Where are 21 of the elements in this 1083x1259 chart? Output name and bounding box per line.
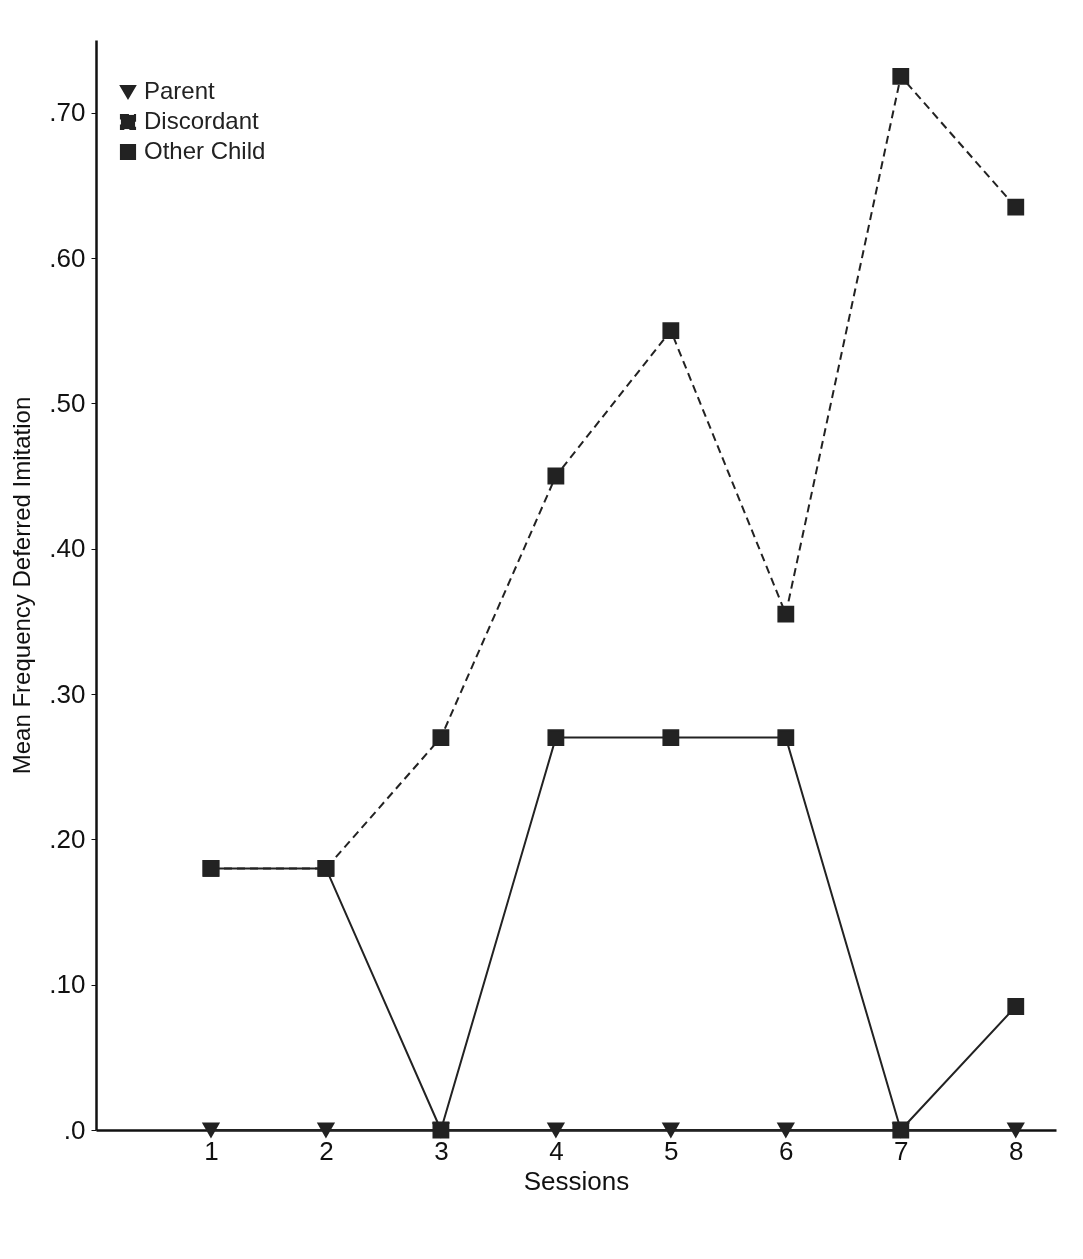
x-tick-label: 8 bbox=[1009, 1135, 1024, 1166]
y-axis-title: Mean Frequency Deferred Imitation bbox=[8, 396, 36, 775]
y-tick-label: .20 bbox=[49, 823, 86, 854]
y-tick-label: .50 bbox=[49, 387, 86, 418]
y-tick-label: .60 bbox=[49, 242, 86, 273]
y-tick-label: .0 bbox=[63, 1114, 86, 1145]
y-tick-label: .10 bbox=[49, 969, 86, 1000]
y-tick-label: .30 bbox=[49, 678, 86, 709]
legend-label: Discordant bbox=[144, 107, 260, 134]
y-tick-label: .70 bbox=[49, 97, 86, 128]
y-tick-label: .40 bbox=[49, 533, 86, 564]
x-tick-label: 4 bbox=[549, 1135, 564, 1166]
legend-label: Other Child bbox=[144, 137, 266, 164]
x-tick-label: 3 bbox=[434, 1135, 449, 1166]
x-tick-label: 1 bbox=[204, 1135, 219, 1166]
x-tick-label: 5 bbox=[664, 1135, 679, 1166]
x-tick-label: 7 bbox=[894, 1135, 909, 1166]
x-tick-label: 6 bbox=[779, 1135, 794, 1166]
legend-label: Parent bbox=[144, 77, 216, 104]
x-tick-label: 2 bbox=[319, 1135, 334, 1166]
x-axis-title: Sessions bbox=[523, 1165, 630, 1196]
